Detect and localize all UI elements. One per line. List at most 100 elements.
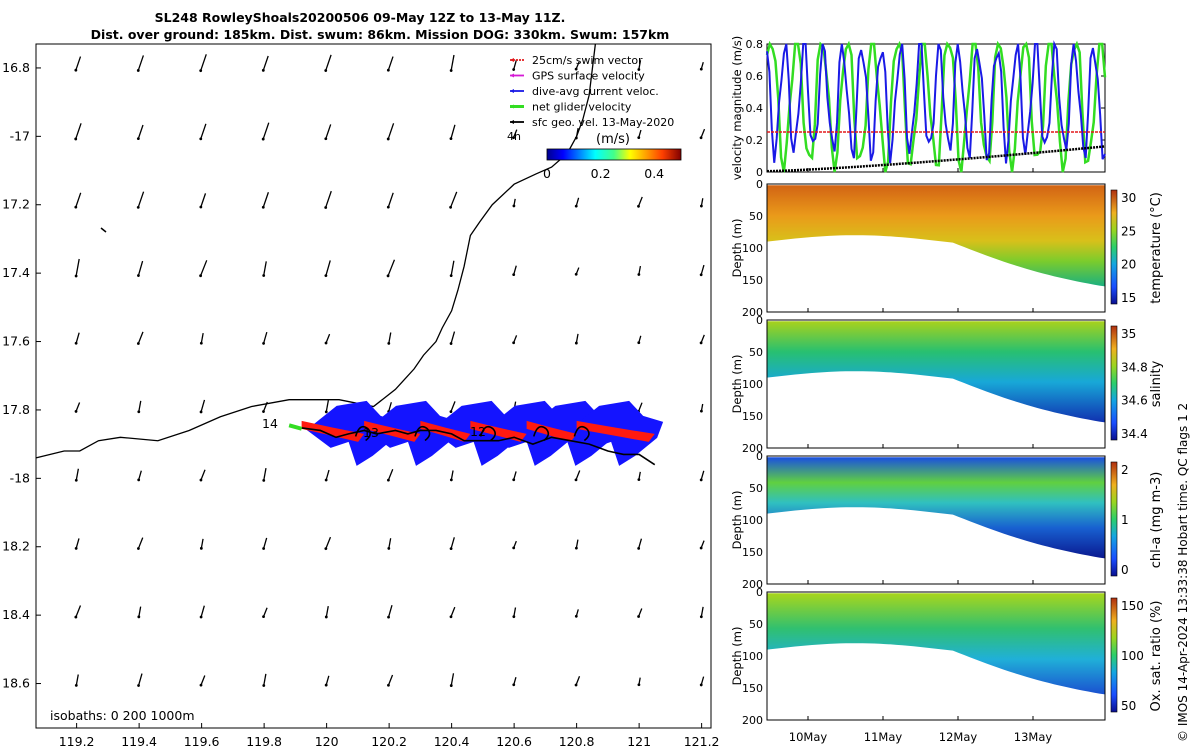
- geo-velocity-arrow: [75, 402, 81, 412]
- geo-velocity-arrow: [263, 673, 267, 686]
- geo-velocity-arrowhead: [449, 410, 453, 414]
- geo-velocity-arrow: [137, 260, 144, 276]
- sec-3-colorbar-tick: 35: [1121, 327, 1136, 341]
- geo-velocity-arrowhead: [449, 478, 453, 482]
- glider-track-loop: [354, 425, 371, 442]
- geo-velocity-arrowhead: [324, 478, 328, 482]
- sec-4-ylabel: Depth (m): [730, 491, 744, 550]
- geo-velocity-arrow: [700, 334, 705, 344]
- sec-2-y-tick: 100: [742, 242, 763, 255]
- legend-swatch-head: [510, 104, 514, 109]
- geo-velocity-arrowhead: [699, 478, 703, 482]
- geo-velocity-arrow: [575, 676, 581, 686]
- geo-velocity-arrowhead: [74, 478, 78, 482]
- legend-swatch-head: [510, 73, 514, 78]
- swim-vectors: [470, 420, 527, 442]
- geo-velocity-arrow: [513, 607, 517, 617]
- geo-velocity-arrowhead: [637, 546, 641, 550]
- velocity-y-tick: 0.2: [746, 134, 764, 147]
- geo-velocity-arrow: [138, 400, 142, 412]
- geo-velocity-arrowhead: [199, 478, 203, 482]
- geo-velocity-arrowhead: [637, 136, 641, 140]
- geo-velocity-arrow: [450, 401, 456, 412]
- geo-velocity-arrowhead: [199, 546, 203, 550]
- glider-track: [295, 426, 656, 466]
- geo-velocity-arrow: [137, 331, 144, 344]
- sec-5-y-tick: 150: [742, 682, 763, 695]
- geo-velocity-arrowhead: [574, 272, 578, 276]
- geo-velocity-arrow: [450, 331, 456, 344]
- legend-swatch-head: [510, 58, 514, 62]
- geo-velocity-arrowhead: [386, 274, 390, 278]
- geo-velocity-arrowhead: [74, 205, 78, 209]
- sec-3-y-tick: 100: [742, 378, 763, 391]
- sec-5-colorbar-tick: 150: [1121, 599, 1144, 613]
- sec-5-y-tick: 50: [749, 618, 763, 631]
- y-tick-label: 18.2: [2, 539, 30, 554]
- geo-velocity-arrowhead: [262, 615, 265, 619]
- isobath-legend: isobaths: 0 200 1000m: [50, 708, 195, 723]
- geo-velocity-arrow: [137, 55, 145, 71]
- geo-velocity-arrowhead: [74, 410, 78, 413]
- sec-2-y-tick: 200: [742, 306, 763, 319]
- geo-velocity-arrowhead: [512, 683, 516, 687]
- geo-velocity-arrowhead: [199, 205, 203, 209]
- legend-swatch-head: [510, 120, 514, 124]
- y-tick-label: 17.6: [2, 334, 30, 349]
- geo-velocity-arrow: [450, 673, 455, 686]
- geo-velocity-arrowhead: [74, 274, 78, 278]
- track-label: 12: [470, 424, 486, 439]
- geo-velocity-arrowhead: [324, 615, 328, 619]
- glider-track-loop: [573, 425, 590, 442]
- geo-velocity-arrowhead: [324, 274, 328, 278]
- geo-velocity-arrow: [200, 605, 205, 618]
- y-tick-label: 17.2: [2, 197, 30, 212]
- geo-velocity-arrowhead: [699, 683, 703, 687]
- geo-velocity-arrowhead: [74, 341, 78, 345]
- geo-velocity-arrow: [325, 675, 330, 686]
- geo-velocity-arrow: [263, 467, 267, 481]
- swim-vectors: [526, 420, 577, 442]
- geo-velocity-arrowhead: [199, 615, 203, 619]
- sec-5-colorbar-tick: 100: [1121, 649, 1144, 663]
- geo-velocity-arrowhead: [512, 136, 515, 140]
- geo-velocity-arrow: [325, 260, 331, 276]
- geo-velocity-arrowhead: [699, 273, 703, 277]
- geo-velocity-arrow: [137, 673, 143, 686]
- geo-velocity-arrow: [138, 470, 142, 481]
- sec-3-field: [767, 321, 1105, 423]
- geo-velocity-arrow: [388, 538, 392, 549]
- geo-velocity-arrow: [325, 400, 330, 412]
- geo-velocity-arrowhead: [199, 683, 203, 687]
- sec-3-y-tick: 0: [756, 314, 763, 327]
- geo-velocity-arrowhead: [387, 683, 390, 687]
- velocity-y-tick: 0: [756, 166, 763, 179]
- geo-velocity-arrow: [325, 124, 332, 139]
- geo-velocity-arrow: [75, 538, 80, 549]
- geo-velocity-arrow: [200, 399, 206, 413]
- geo-velocity-arrowhead: [136, 137, 140, 141]
- x-tick-label: 119.6: [184, 734, 220, 749]
- velocity-series-dive: [766, 40, 1106, 164]
- sec-3-y-tick: 200: [742, 442, 763, 455]
- geo-velocity-arrow: [450, 260, 455, 276]
- geo-velocity-arrow: [200, 332, 204, 344]
- y-tick-label: 16.8: [2, 60, 30, 75]
- geo-velocity-arrowhead: [137, 274, 140, 277]
- geo-velocity-arrowhead: [637, 683, 641, 687]
- sec-5-colorbar-label: Ox. sat. ratio (%): [1149, 601, 1164, 712]
- geo-velocity-arrow: [575, 539, 579, 549]
- geo-velocity-arrow: [513, 265, 517, 275]
- geo-velocity-arrowhead: [199, 137, 203, 141]
- velocity-ylabel: velocity magnitude (m/s): [730, 36, 744, 181]
- geo-velocity-arrow: [262, 122, 270, 140]
- x-tick-label: 120.4: [434, 734, 470, 749]
- velocity-y-tick: 0.8: [746, 38, 764, 51]
- glider-track-loop: [414, 425, 431, 442]
- geo-velocity-arrowhead: [699, 546, 703, 550]
- y-tick-label: 17.4: [2, 265, 30, 280]
- geo-velocity-arrow: [137, 537, 144, 549]
- map-colorbar-tick: 0.4: [644, 166, 664, 181]
- sec-5-y-tick: 200: [742, 714, 763, 727]
